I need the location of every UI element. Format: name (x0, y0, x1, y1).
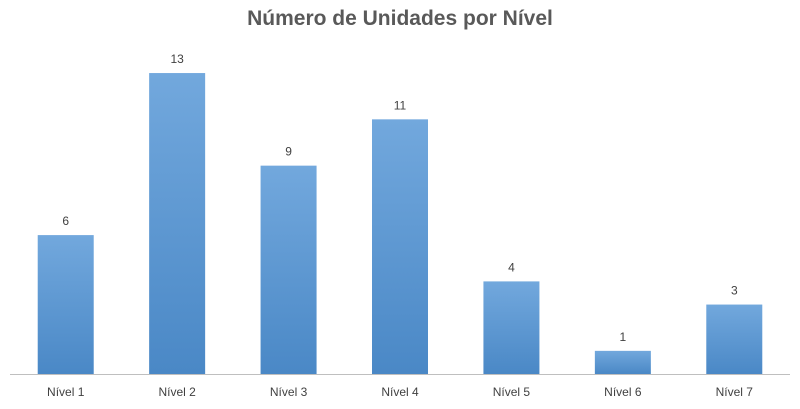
bar-3 (260, 165, 317, 374)
data-label-6: 1 (620, 330, 627, 344)
bar-6 (594, 350, 651, 374)
bar-1 (37, 235, 94, 374)
x-tick-label-6: Nível 6 (604, 385, 642, 399)
x-tick-label-5: Nível 5 (493, 385, 531, 399)
bar-5 (483, 281, 540, 374)
chart-title: Número de Unidades por Nível (247, 7, 553, 30)
bar-7 (706, 304, 763, 374)
x-tick-label-7: Nível 7 (716, 385, 754, 399)
data-label-4: 11 (394, 98, 407, 112)
data-label-7: 3 (731, 284, 738, 298)
x-tick-label-3: Nível 3 (270, 385, 308, 399)
x-tick-label-1: Nível 1 (47, 385, 85, 399)
data-label-5: 4 (508, 260, 515, 274)
bars-layer (37, 73, 763, 375)
bar-4 (372, 119, 428, 374)
data-label-2: 13 (170, 52, 184, 66)
data-label-3: 9 (285, 145, 292, 159)
x-tick-label-4: Nível 4 (381, 385, 419, 399)
x-tick-label-2: Nível 2 (158, 385, 196, 399)
data-label-1: 6 (62, 214, 69, 228)
bar-2 (149, 73, 206, 375)
